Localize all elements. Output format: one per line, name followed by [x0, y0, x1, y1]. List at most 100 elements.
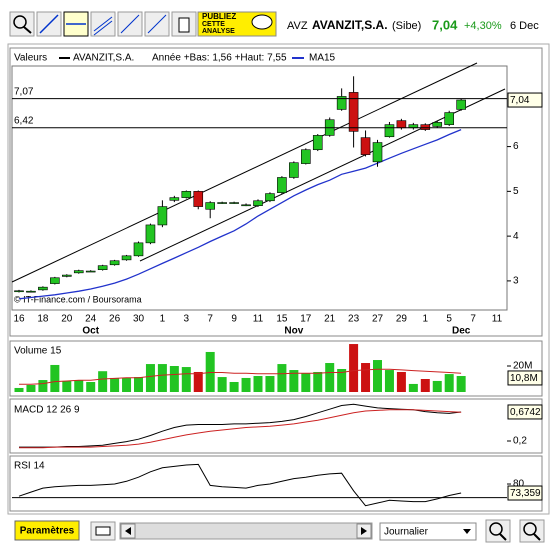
arrow-icon: [125, 527, 131, 535]
x-tick-label: 23: [348, 314, 360, 325]
x-tick-label: 26: [109, 314, 121, 325]
arrow-icon: [463, 529, 471, 534]
date: 6 Dec: [510, 20, 539, 32]
volume-bar: [98, 371, 108, 392]
volume-bar: [110, 377, 120, 392]
candle-body: [97, 265, 108, 271]
volume-bar: [181, 367, 191, 392]
candle-body: [432, 122, 443, 127]
volume-bar: [349, 344, 359, 392]
trend-line: [139, 88, 506, 262]
candle-body: [217, 202, 227, 204]
scrollbar[interactable]: [119, 522, 373, 540]
x-tick-label: 17: [300, 314, 312, 325]
candle-body: [181, 191, 192, 198]
last-value-label: 7,04: [510, 95, 530, 106]
cross-icon: [147, 14, 167, 34]
change: +4,30%: [464, 20, 502, 32]
y-tick-label: 4: [513, 231, 519, 242]
candle-body: [277, 177, 287, 194]
stock-name: AVANZIT,S.A.: [312, 18, 388, 32]
candle-body: [85, 270, 96, 273]
candle-body: [312, 135, 323, 151]
candle-body: [456, 99, 466, 110]
print-icon: [95, 526, 111, 536]
trend-icon: [39, 14, 59, 34]
zoom-icon: [489, 522, 503, 536]
x-tick-label: 21: [324, 314, 336, 325]
y-tick-label: 6: [513, 141, 519, 152]
range-note: Année +Bas: 1,56 +Haut: 7,55: [152, 53, 287, 64]
candle-body: [109, 260, 120, 266]
month-label: Nov: [284, 326, 303, 337]
x-tick-label: 7: [470, 314, 476, 325]
zoom-icon: [23, 26, 32, 34]
volume-bar: [229, 381, 239, 392]
candle-body: [420, 124, 431, 130]
indicator-line: [19, 409, 462, 449]
volume-bar: [444, 374, 454, 392]
publish-text: CETTE: [202, 21, 225, 28]
volume-bar: [74, 380, 84, 392]
period-select[interactable]: [379, 522, 477, 541]
candle-body: [73, 270, 84, 274]
candle-body: [336, 96, 347, 110]
level-label: 7,07: [14, 86, 34, 97]
legend-entry: MA15: [309, 53, 336, 64]
candle-body: [145, 224, 156, 244]
last-value-box: [507, 92, 543, 108]
candle-body: [241, 204, 251, 207]
candle-body: [253, 200, 263, 206]
volume-bar: [265, 376, 275, 392]
y-tick-label: 20M: [513, 361, 532, 372]
y-tick-label: 5: [513, 186, 519, 197]
volume-bar: [26, 384, 36, 392]
trash-icon: [178, 17, 190, 33]
last-value-label: 73,359: [510, 488, 541, 499]
main-plot: [11, 65, 508, 311]
main-panel: [9, 47, 543, 337]
candle-body: [61, 274, 72, 277]
arrow-icon: [361, 527, 367, 535]
volume-bar: [134, 377, 143, 392]
period-label: Journalier: [384, 527, 429, 538]
panel-title: RSI 14: [14, 461, 45, 472]
candle-body: [26, 290, 36, 293]
x-tick-label: 3: [184, 314, 190, 325]
volume-bar: [14, 387, 24, 392]
x-tick-label: 30: [133, 314, 145, 325]
candle-body: [265, 193, 275, 202]
trend-line: [11, 62, 478, 283]
zoom-icon: [533, 533, 541, 541]
last-value-label: 0,6742: [510, 407, 541, 418]
indicator-line: [19, 403, 462, 448]
volume-bar: [361, 363, 371, 392]
candle-body: [396, 120, 407, 129]
x-tick-label: 15: [276, 314, 288, 325]
x-tick-label: 27: [372, 314, 384, 325]
last-value-label: 10,8M: [510, 373, 538, 384]
volume-bar: [301, 373, 311, 392]
params-button[interactable]: [14, 520, 80, 541]
month-label: Oct: [82, 326, 99, 337]
price: 7,04: [432, 17, 458, 32]
volume-bar: [193, 371, 203, 392]
params-label: Paramètres: [20, 526, 75, 537]
volume-bar: [122, 377, 132, 392]
candle-body: [169, 197, 180, 201]
volume-bar: [432, 380, 442, 392]
volume-bar: [38, 380, 48, 392]
x-tick-label: 5: [446, 314, 452, 325]
candle-body: [444, 112, 455, 125]
y-tick-label: 0,2: [513, 436, 527, 447]
volume-bar: [325, 363, 335, 392]
volume-bar: [313, 371, 323, 392]
volume-bar: [157, 364, 167, 392]
rsi-panel: [9, 455, 543, 512]
x-tick-label: 11: [253, 314, 264, 325]
panel-title: MACD 12 26 9: [14, 405, 80, 416]
source: © IT-Finance.com / Boursorama: [14, 294, 142, 304]
candle-body: [372, 142, 383, 163]
volume-bar: [86, 381, 96, 392]
